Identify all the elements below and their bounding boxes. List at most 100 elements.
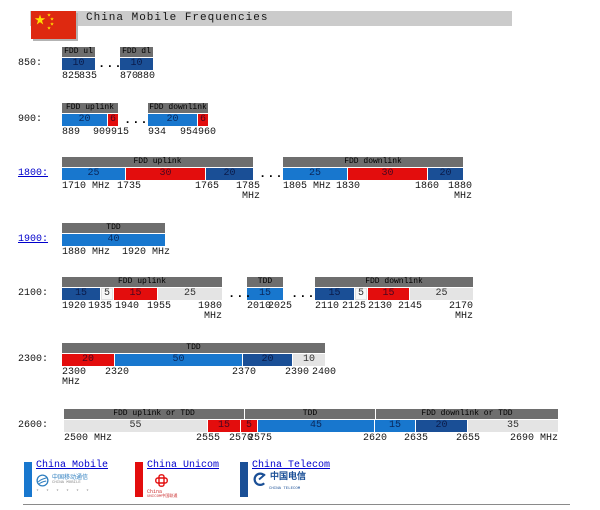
band-label-1800[interactable]: 1800: — [18, 168, 49, 179]
freq-tick: 889 — [62, 127, 81, 138]
spectrum-segment: 15 — [315, 288, 354, 300]
spectrum-segment: 50 — [115, 354, 242, 366]
freq-tick: 2300 MHz — [62, 367, 87, 388]
freq-tick: 1765 — [195, 181, 220, 192]
china-mobile-globe-icon — [36, 474, 49, 487]
freq-tick: 2390 — [285, 367, 310, 378]
china-telecom-logo: 中国电信 CHINA TELECOM — [252, 472, 306, 492]
freq-tick: 2655 — [455, 433, 481, 444]
freq-tick: 915 — [111, 127, 130, 138]
duplex-header: FDD downlink — [315, 277, 473, 287]
ellipsis: ... — [124, 113, 149, 127]
duplex-header: FDD downlink or TDD — [376, 409, 558, 419]
duplex-header: FDD uplink — [62, 157, 253, 167]
freq-tick: 2620 — [362, 433, 388, 444]
ellipsis: ... — [228, 287, 253, 301]
band-group: FDD dl 10 870 880 — [120, 47, 155, 82]
spectrum-segment: 15 — [368, 288, 409, 300]
freq-tick: 954 — [180, 127, 199, 138]
freq-tick: 2130 — [368, 301, 393, 312]
freq-tick: 1735 — [117, 181, 142, 192]
china-unicom-cjk-text: UNICOM中国联通 — [147, 495, 178, 499]
freq-tick: 1920 MHz — [122, 247, 171, 258]
spectrum-segment: 10 — [62, 58, 95, 70]
spectrum-segment: 30 — [126, 168, 205, 180]
china-unicom-latin-text: China — [147, 489, 163, 495]
freq-tick: 835 — [79, 71, 98, 82]
band-group: TDD 15 2010 2025 — [247, 277, 292, 312]
china-mobile-logo: 中国移动通信 CHINA MOBILE * * * * * * — [36, 474, 91, 495]
spectrum-segment: 40 — [62, 234, 165, 246]
china-unicom-knot-icon — [155, 474, 168, 487]
freq-tick: 1805 MHz — [283, 181, 332, 192]
spectrum-segment: 6 — [108, 114, 118, 126]
spectrum-segment: 15 — [62, 288, 100, 300]
freq-tick: 2170 MHz — [448, 301, 474, 322]
freq-tick: 1710 MHz — [62, 181, 111, 192]
band-group: FDD downlink 20 6 934 954 960 — [148, 103, 216, 138]
band-group: FDD uplink 15 5 15 25 1920 1935 1940 1955 1980 MHz — [62, 277, 222, 322]
freq-tick: 1940 — [115, 301, 140, 312]
duplex-header: FDD dl — [120, 47, 153, 57]
freq-tick: 2575 — [247, 433, 273, 444]
spectrum-segment: 25 — [410, 288, 473, 300]
title-bar: China Mobile Frequencies — [30, 11, 512, 26]
freq-tick: 2635 — [403, 433, 429, 444]
band-label-2300: 2300: — [18, 354, 49, 365]
band-group: FDD ul 10 825 835 — [62, 47, 97, 82]
spectrum-segment: 15 — [114, 288, 157, 300]
duplex-header: FDD uplink — [62, 277, 222, 287]
freq-tick: 825 — [62, 71, 81, 82]
freq-tick: 2025 — [268, 301, 293, 312]
freq-tick: 1785 MHz — [235, 181, 261, 202]
freq-tick: 1920 — [62, 301, 87, 312]
china-telecom-latin-text: CHINA TELECOM — [269, 487, 301, 491]
spectrum-segment: 25 — [283, 168, 347, 180]
legend-color-bar-china-unicom — [135, 462, 143, 497]
spectrum-segment: 5 — [241, 420, 257, 432]
spectrum-segment: 5 — [355, 288, 367, 300]
duplex-header: FDD downlink — [283, 157, 463, 167]
band-label-850: 850: — [18, 58, 43, 69]
ellipsis: ... — [98, 57, 123, 71]
band-label-2600: 2600: — [18, 420, 49, 431]
freq-tick: 1980 MHz — [197, 301, 223, 322]
freq-tick: 1860 — [415, 181, 440, 192]
freq-tick: 1880 MHz — [62, 247, 111, 258]
bottom-divider — [23, 504, 570, 505]
spectrum-segment: 20 — [416, 420, 467, 432]
spectrum-segment: 20 — [62, 114, 107, 126]
legend-link-china-telecom[interactable]: China Telecom — [252, 460, 331, 471]
spectrum-segment: 45 — [258, 420, 374, 432]
duplex-header: TDD — [245, 409, 375, 419]
band-label-1900[interactable]: 1900: — [18, 234, 49, 245]
spectrum-segment: 10 — [120, 58, 153, 70]
spectrum-segment: 20 — [206, 168, 253, 180]
spectrum-segment: 5 — [101, 288, 113, 300]
china-unicom-logo: China UNICOM中国联通 — [147, 474, 177, 500]
duplex-header: TDD — [62, 343, 325, 353]
band-group: FDD uplink or TDD TDD FDD downlink or TDD 5… — [64, 409, 558, 444]
freq-tick: 1830 — [336, 181, 361, 192]
band-group: FDD uplink 25 30 20 1710 MHz 1735 1765 1785 MHz — [62, 157, 260, 202]
china-telecom-horn-icon — [253, 472, 266, 486]
band-group: TDD 20 50 20 10 2300 MHz 2320 2370 2390 2400 — [62, 343, 336, 388]
freq-tick: 2145 — [398, 301, 423, 312]
band-label-900: 900: — [18, 114, 43, 125]
page-title: China Mobile Frequencies — [86, 12, 269, 24]
duplex-header: TDD — [247, 277, 283, 287]
duplex-header: FDD uplink or TDD — [64, 409, 244, 419]
band-group: TDD 40 1880 MHz 1920 MHz — [62, 223, 170, 258]
spectrum-segment: 15 — [208, 420, 240, 432]
band-group: FDD uplink 20 6 889 909 915 — [62, 103, 129, 138]
spectrum-segment: 55 — [64, 420, 207, 432]
band-label-2100: 2100: — [18, 288, 49, 299]
legend-link-china-mobile[interactable]: China Mobile — [36, 460, 109, 471]
spectrum-segment: 25 — [158, 288, 222, 300]
spectrum-segment: 20 — [243, 354, 292, 366]
duplex-header: FDD ul — [62, 47, 95, 57]
spectrum-segment: 20 — [62, 354, 114, 366]
freq-tick: 2370 — [232, 367, 257, 378]
legend-link-china-unicom[interactable]: China Unicom — [147, 460, 220, 471]
